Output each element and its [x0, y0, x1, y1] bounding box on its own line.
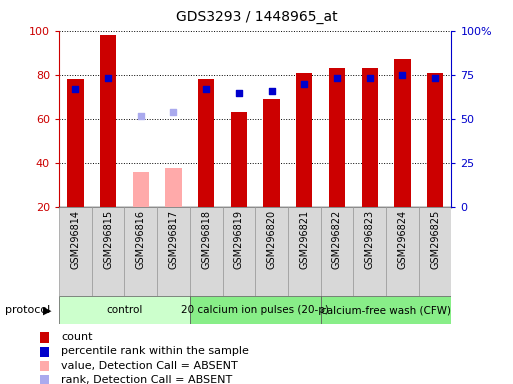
Bar: [386, 207, 419, 296]
Bar: [157, 207, 190, 296]
Point: [267, 88, 275, 94]
Text: calcium-free wash (CFW): calcium-free wash (CFW): [321, 305, 451, 315]
Bar: [296, 73, 312, 207]
Point: [104, 75, 112, 81]
Point: [136, 113, 145, 119]
Text: GSM296815: GSM296815: [103, 210, 113, 269]
Text: GSM296823: GSM296823: [365, 210, 374, 269]
Text: GSM296814: GSM296814: [70, 210, 81, 269]
Bar: [165, 167, 182, 207]
Text: 20 calcium ion pulses (20-p): 20 calcium ion pulses (20-p): [181, 305, 329, 315]
Text: count: count: [61, 332, 92, 342]
Bar: [59, 207, 92, 296]
Text: GSM296816: GSM296816: [136, 210, 146, 269]
Bar: [223, 207, 255, 296]
Text: control: control: [106, 305, 143, 315]
Bar: [288, 207, 321, 296]
Text: value, Detection Call = ABSENT: value, Detection Call = ABSENT: [61, 361, 238, 371]
Text: GDS3293 / 1448965_at: GDS3293 / 1448965_at: [175, 10, 338, 23]
Bar: [59, 296, 190, 324]
Bar: [190, 296, 321, 324]
Point: [333, 75, 341, 81]
Bar: [255, 207, 288, 296]
Bar: [40, 361, 49, 371]
Bar: [321, 296, 451, 324]
Text: GSM296824: GSM296824: [398, 210, 407, 269]
Bar: [67, 79, 84, 207]
Point: [300, 81, 308, 87]
Point: [366, 75, 374, 81]
Text: GSM296817: GSM296817: [168, 210, 179, 269]
Bar: [362, 68, 378, 207]
Text: percentile rank within the sample: percentile rank within the sample: [61, 346, 249, 356]
Text: ▶: ▶: [43, 305, 51, 315]
Bar: [40, 376, 49, 384]
Bar: [353, 207, 386, 296]
Text: GSM296822: GSM296822: [332, 210, 342, 269]
Point: [431, 75, 439, 81]
Point: [71, 86, 80, 92]
Bar: [40, 347, 49, 357]
Text: GSM296821: GSM296821: [299, 210, 309, 269]
Bar: [329, 68, 345, 207]
Bar: [321, 207, 353, 296]
Bar: [92, 207, 125, 296]
Point: [398, 72, 406, 78]
Text: GSM296818: GSM296818: [201, 210, 211, 269]
Point: [235, 89, 243, 96]
Point: [169, 109, 177, 115]
Text: protocol: protocol: [5, 305, 50, 315]
Bar: [132, 172, 149, 207]
Text: rank, Detection Call = ABSENT: rank, Detection Call = ABSENT: [61, 375, 232, 384]
Bar: [419, 207, 451, 296]
Bar: [263, 99, 280, 207]
Bar: [190, 207, 223, 296]
Bar: [231, 113, 247, 207]
Text: GSM296820: GSM296820: [267, 210, 277, 269]
Text: GSM296819: GSM296819: [234, 210, 244, 269]
Point: [202, 86, 210, 92]
Text: GSM296825: GSM296825: [430, 210, 440, 269]
Bar: [427, 73, 443, 207]
Bar: [198, 79, 214, 207]
Bar: [394, 60, 410, 207]
Bar: [100, 35, 116, 207]
Bar: [124, 207, 157, 296]
Bar: [40, 332, 49, 343]
